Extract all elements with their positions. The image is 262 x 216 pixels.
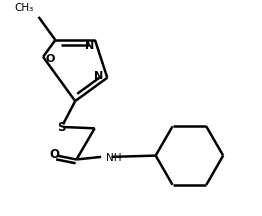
Text: N: N — [94, 71, 103, 81]
Text: O: O — [45, 54, 54, 65]
Text: NH: NH — [106, 153, 122, 163]
Text: O: O — [50, 148, 59, 161]
Text: S: S — [57, 121, 65, 133]
Text: CH₃: CH₃ — [14, 3, 33, 13]
Text: N: N — [85, 41, 94, 51]
